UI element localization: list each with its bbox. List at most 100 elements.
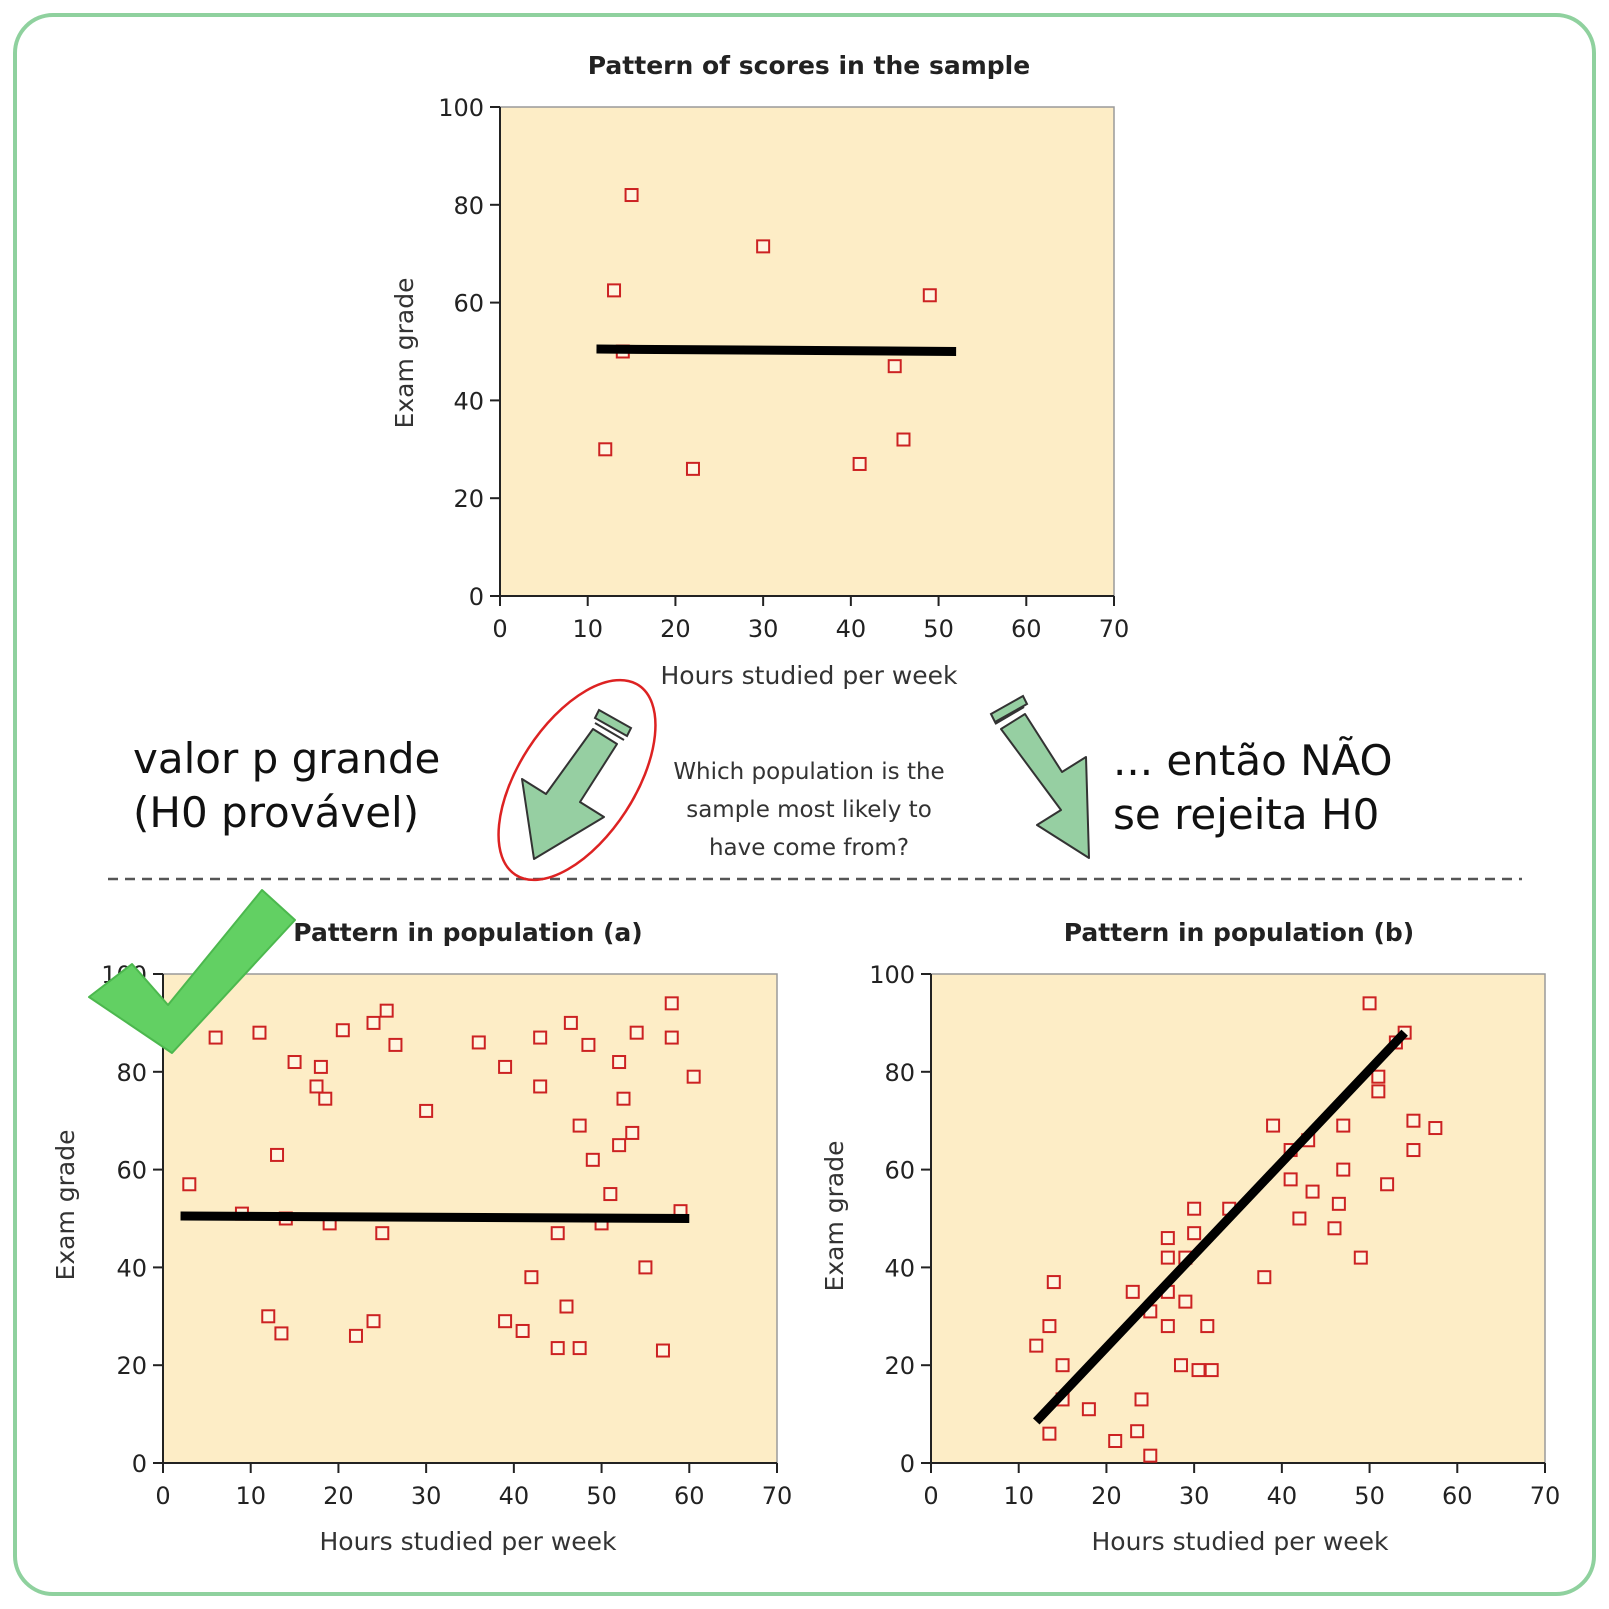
x-axis-label: Hours studied per week <box>1091 1527 1389 1556</box>
data-point <box>471 1035 486 1050</box>
data-point <box>922 288 937 303</box>
data-point <box>1204 1363 1219 1378</box>
right-note-line-1: ... então NÃO <box>1113 735 1393 785</box>
question-line-2: sample most likely to <box>686 797 932 823</box>
chart-title: Pattern of scores in the sample <box>588 51 1030 80</box>
arrow-down-right-icon <box>989 694 1090 859</box>
data-point <box>624 188 639 203</box>
data-point <box>1305 1184 1320 1199</box>
x-tick-label: 70 <box>1099 615 1130 643</box>
y-tick-label: 80 <box>116 1059 147 1087</box>
data-point <box>581 1037 596 1052</box>
data-point <box>309 1079 324 1094</box>
x-tick-label: 50 <box>923 615 954 643</box>
x-tick-label: 40 <box>1267 1482 1298 1510</box>
data-point <box>1371 1069 1386 1084</box>
y-tick-label: 0 <box>469 583 484 611</box>
data-point <box>1331 1196 1346 1211</box>
data-point <box>638 1260 653 1275</box>
data-point <box>616 1091 631 1106</box>
data-point <box>524 1270 539 1285</box>
data-point <box>1406 1143 1421 1158</box>
checkmark-icon <box>88 889 296 1054</box>
y-tick-label: 100 <box>438 94 484 122</box>
x-tick-label: 30 <box>411 1482 442 1510</box>
data-point <box>313 1059 328 1074</box>
data-point <box>515 1323 530 1338</box>
data-point <box>1130 1424 1145 1439</box>
question-line-3: have come from? <box>709 835 909 861</box>
x-tick-label: 0 <box>492 615 507 643</box>
chart-title: Pattern in population (a) <box>293 918 642 947</box>
data-point <box>208 1030 223 1045</box>
y-axis-label: Exam grade <box>51 1130 80 1281</box>
y-tick-label: 0 <box>900 1450 915 1478</box>
trend-line <box>596 344 957 356</box>
y-axis-label: Exam grade <box>390 278 419 429</box>
data-point <box>1029 1338 1044 1353</box>
data-point <box>1336 1118 1351 1133</box>
y-tick-label: 60 <box>884 1157 915 1185</box>
x-tick-label: 70 <box>762 1482 793 1510</box>
arrow-down-left-icon <box>521 708 633 860</box>
right-note-line-2: se rejeita H0 <box>1113 790 1379 839</box>
data-point <box>270 1147 285 1162</box>
data-point <box>335 1023 350 1038</box>
chart-title: Pattern in population (b) <box>1064 918 1414 947</box>
data-point <box>274 1326 289 1341</box>
data-point <box>252 1025 267 1040</box>
population-a-chart: Pattern in population (a) Hours studied … <box>51 918 792 1556</box>
data-point <box>1200 1319 1215 1334</box>
data-point <box>375 1226 390 1241</box>
plot-area <box>930 973 1546 1464</box>
x-axis-label: Hours studied per week <box>660 661 958 690</box>
data-point <box>1081 1402 1096 1417</box>
data-point <box>1362 996 1377 1011</box>
x-tick-label: 30 <box>748 615 779 643</box>
left-note-line-1: valor p grande <box>133 734 440 783</box>
data-point <box>852 456 867 471</box>
data-point <box>550 1226 565 1241</box>
data-point <box>498 1314 513 1329</box>
data-point <box>612 1138 627 1153</box>
data-point <box>1125 1284 1140 1299</box>
y-axis-label: Exam grade <box>820 1141 849 1292</box>
x-tick-label: 60 <box>674 1482 705 1510</box>
y-tick-label: 20 <box>453 485 484 513</box>
data-point <box>598 442 613 457</box>
y-tick-label: 0 <box>132 1450 147 1478</box>
data-point <box>1134 1392 1149 1407</box>
data-point <box>1143 1448 1158 1463</box>
data-point <box>1160 1250 1175 1265</box>
data-point <box>1173 1358 1188 1373</box>
y-tick-label: 40 <box>116 1254 147 1282</box>
x-axis-label: Hours studied per week <box>319 1527 617 1556</box>
x-tick-label: 20 <box>1091 1482 1122 1510</box>
data-point <box>1266 1118 1281 1133</box>
x-tick-label: 20 <box>323 1482 354 1510</box>
data-point <box>664 996 679 1011</box>
x-tick-label: 10 <box>572 615 603 643</box>
data-point <box>366 1015 381 1030</box>
x-tick-label: 50 <box>586 1482 617 1510</box>
data-point <box>1055 1358 1070 1373</box>
data-point <box>1178 1294 1193 1309</box>
data-point <box>629 1025 644 1040</box>
population-b-chart: Pattern in population (b) Hours studied … <box>820 918 1560 1556</box>
data-point <box>1160 1231 1175 1246</box>
data-point <box>1187 1226 1202 1241</box>
y-tick-label: 20 <box>116 1352 147 1380</box>
data-point <box>625 1125 640 1140</box>
x-tick-label: 70 <box>1530 1482 1561 1510</box>
trend-line <box>180 1211 690 1223</box>
x-tick-label: 10 <box>1003 1482 1034 1510</box>
data-point <box>563 1015 578 1030</box>
data-point <box>182 1177 197 1192</box>
x-tick-label: 40 <box>836 615 867 643</box>
data-point <box>1283 1172 1298 1187</box>
data-point <box>1191 1363 1206 1378</box>
data-point <box>533 1079 548 1094</box>
data-point <box>607 283 622 298</box>
highlight-ellipse <box>497 678 657 882</box>
data-point <box>379 1003 394 1018</box>
